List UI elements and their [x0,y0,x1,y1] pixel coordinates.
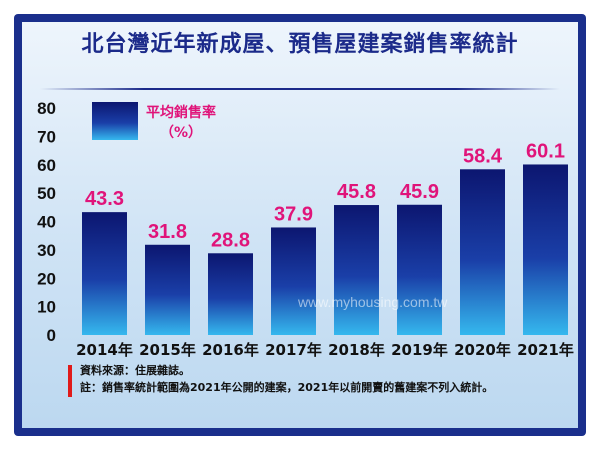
bar [82,212,127,335]
x-tick-label: 2015年 [139,341,196,359]
x-tick-label: 2020年 [454,341,511,359]
data-label: 43.3 [85,188,124,210]
data-label: 31.8 [148,221,187,243]
legend-unit: （%） [160,125,202,141]
bars [82,164,568,335]
data-labels: 43.3 31.8 28.8 37.9 45.8 45.9 58.4 60.1 [85,140,565,251]
bar [334,205,379,335]
bar [460,169,505,335]
watermark-text: www.myhousing.com.tw [297,294,448,310]
data-label: 45.8 [337,181,376,203]
x-tick-label: 2017年 [265,341,322,359]
y-tick-label: 40 [37,213,56,232]
legend-swatch [92,102,138,140]
data-label: 28.8 [211,229,250,251]
y-tick-label: 70 [37,127,56,146]
bar [208,253,253,335]
y-tick-label: 80 [37,99,56,118]
notes-marker [68,365,72,397]
x-tick-label: 2018年 [328,341,385,359]
bar [397,204,442,335]
data-label: 58.4 [463,145,503,167]
x-axis-ticks: 2014年 2015年 2016年 2017年 2018年 2019年 2020年 2021年 [76,341,574,359]
y-tick-label: 10 [37,298,56,317]
legend-label: 平均銷售率 [146,104,216,121]
legend: 平均銷售率 （%） [92,102,216,141]
bar [271,227,316,335]
y-tick-label: 20 [37,269,56,288]
x-tick-label: 2021年 [517,341,574,359]
x-tick-label: 2016年 [202,341,259,359]
y-tick-label: 30 [37,241,56,260]
footnote: 註：銷售率統計範圍為2021年公開的建案，2021年以前開賣的舊建案不列入統計。 [80,381,494,394]
source-note: 資料來源：住展雜誌。 [80,364,190,377]
y-tick-label: 0 [47,326,56,345]
x-tick-label: 2019年 [391,341,448,359]
data-label: 60.1 [526,140,565,162]
data-label: 37.9 [274,203,313,225]
data-label: 45.9 [400,181,439,203]
title-underline [40,88,560,90]
x-tick-label: 2014年 [76,341,133,359]
y-tick-label: 50 [37,184,56,203]
y-axis-ticks: 0 10 20 30 40 50 60 70 80 [37,99,56,345]
bar [523,164,568,335]
y-tick-label: 60 [37,156,56,175]
notes: 資料來源：住展雜誌。 註：銷售率統計範圍為2021年公開的建案，2021年以前開… [66,362,576,396]
bar [145,244,190,335]
chart-title: 北台灣近年新成屋、預售屋建案銷售率統計 [81,32,519,57]
